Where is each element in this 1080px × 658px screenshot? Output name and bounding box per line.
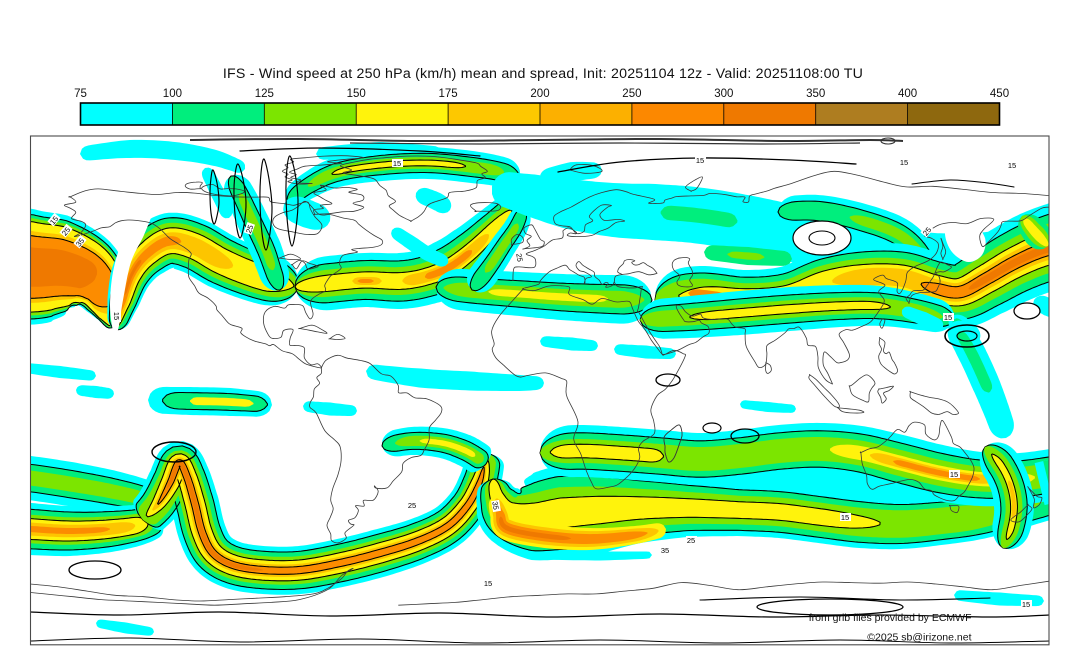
svg-text:125: 125 (255, 88, 274, 100)
svg-text:150: 150 (347, 88, 366, 100)
svg-text:15: 15 (841, 513, 849, 522)
svg-text:300: 300 (714, 88, 733, 100)
svg-text:35: 35 (490, 501, 500, 511)
svg-text:35: 35 (661, 546, 669, 555)
svg-text:100: 100 (163, 88, 182, 100)
svg-text:IFS - Wind speed at 250 hPa (k: IFS - Wind speed at 250 hPa (km/h) mean … (223, 66, 863, 82)
svg-text:from grib files provided by EC: from grib files provided by ECMWF (809, 612, 972, 624)
svg-text:15: 15 (950, 470, 958, 479)
svg-text:350: 350 (806, 88, 825, 100)
svg-text:15: 15 (1008, 161, 1016, 170)
svg-text:400: 400 (898, 88, 917, 100)
svg-text:175: 175 (439, 88, 458, 100)
svg-text:15: 15 (1022, 600, 1030, 609)
svg-text:250: 250 (622, 88, 641, 100)
svg-text:25: 25 (408, 501, 416, 510)
svg-text:450: 450 (990, 88, 1009, 100)
svg-text:25: 25 (244, 224, 255, 235)
svg-text:15: 15 (393, 159, 401, 168)
svg-text:15: 15 (112, 312, 121, 320)
svg-text:25: 25 (687, 536, 695, 545)
svg-text:©2025 sb@irizone.net: ©2025 sb@irizone.net (867, 632, 971, 644)
svg-text:15: 15 (944, 313, 952, 322)
svg-text:200: 200 (530, 88, 549, 100)
svg-text:25: 25 (514, 253, 524, 263)
svg-text:15: 15 (900, 158, 908, 167)
svg-text:75: 75 (74, 88, 87, 100)
svg-text:15: 15 (484, 579, 492, 588)
svg-text:15: 15 (696, 156, 704, 165)
